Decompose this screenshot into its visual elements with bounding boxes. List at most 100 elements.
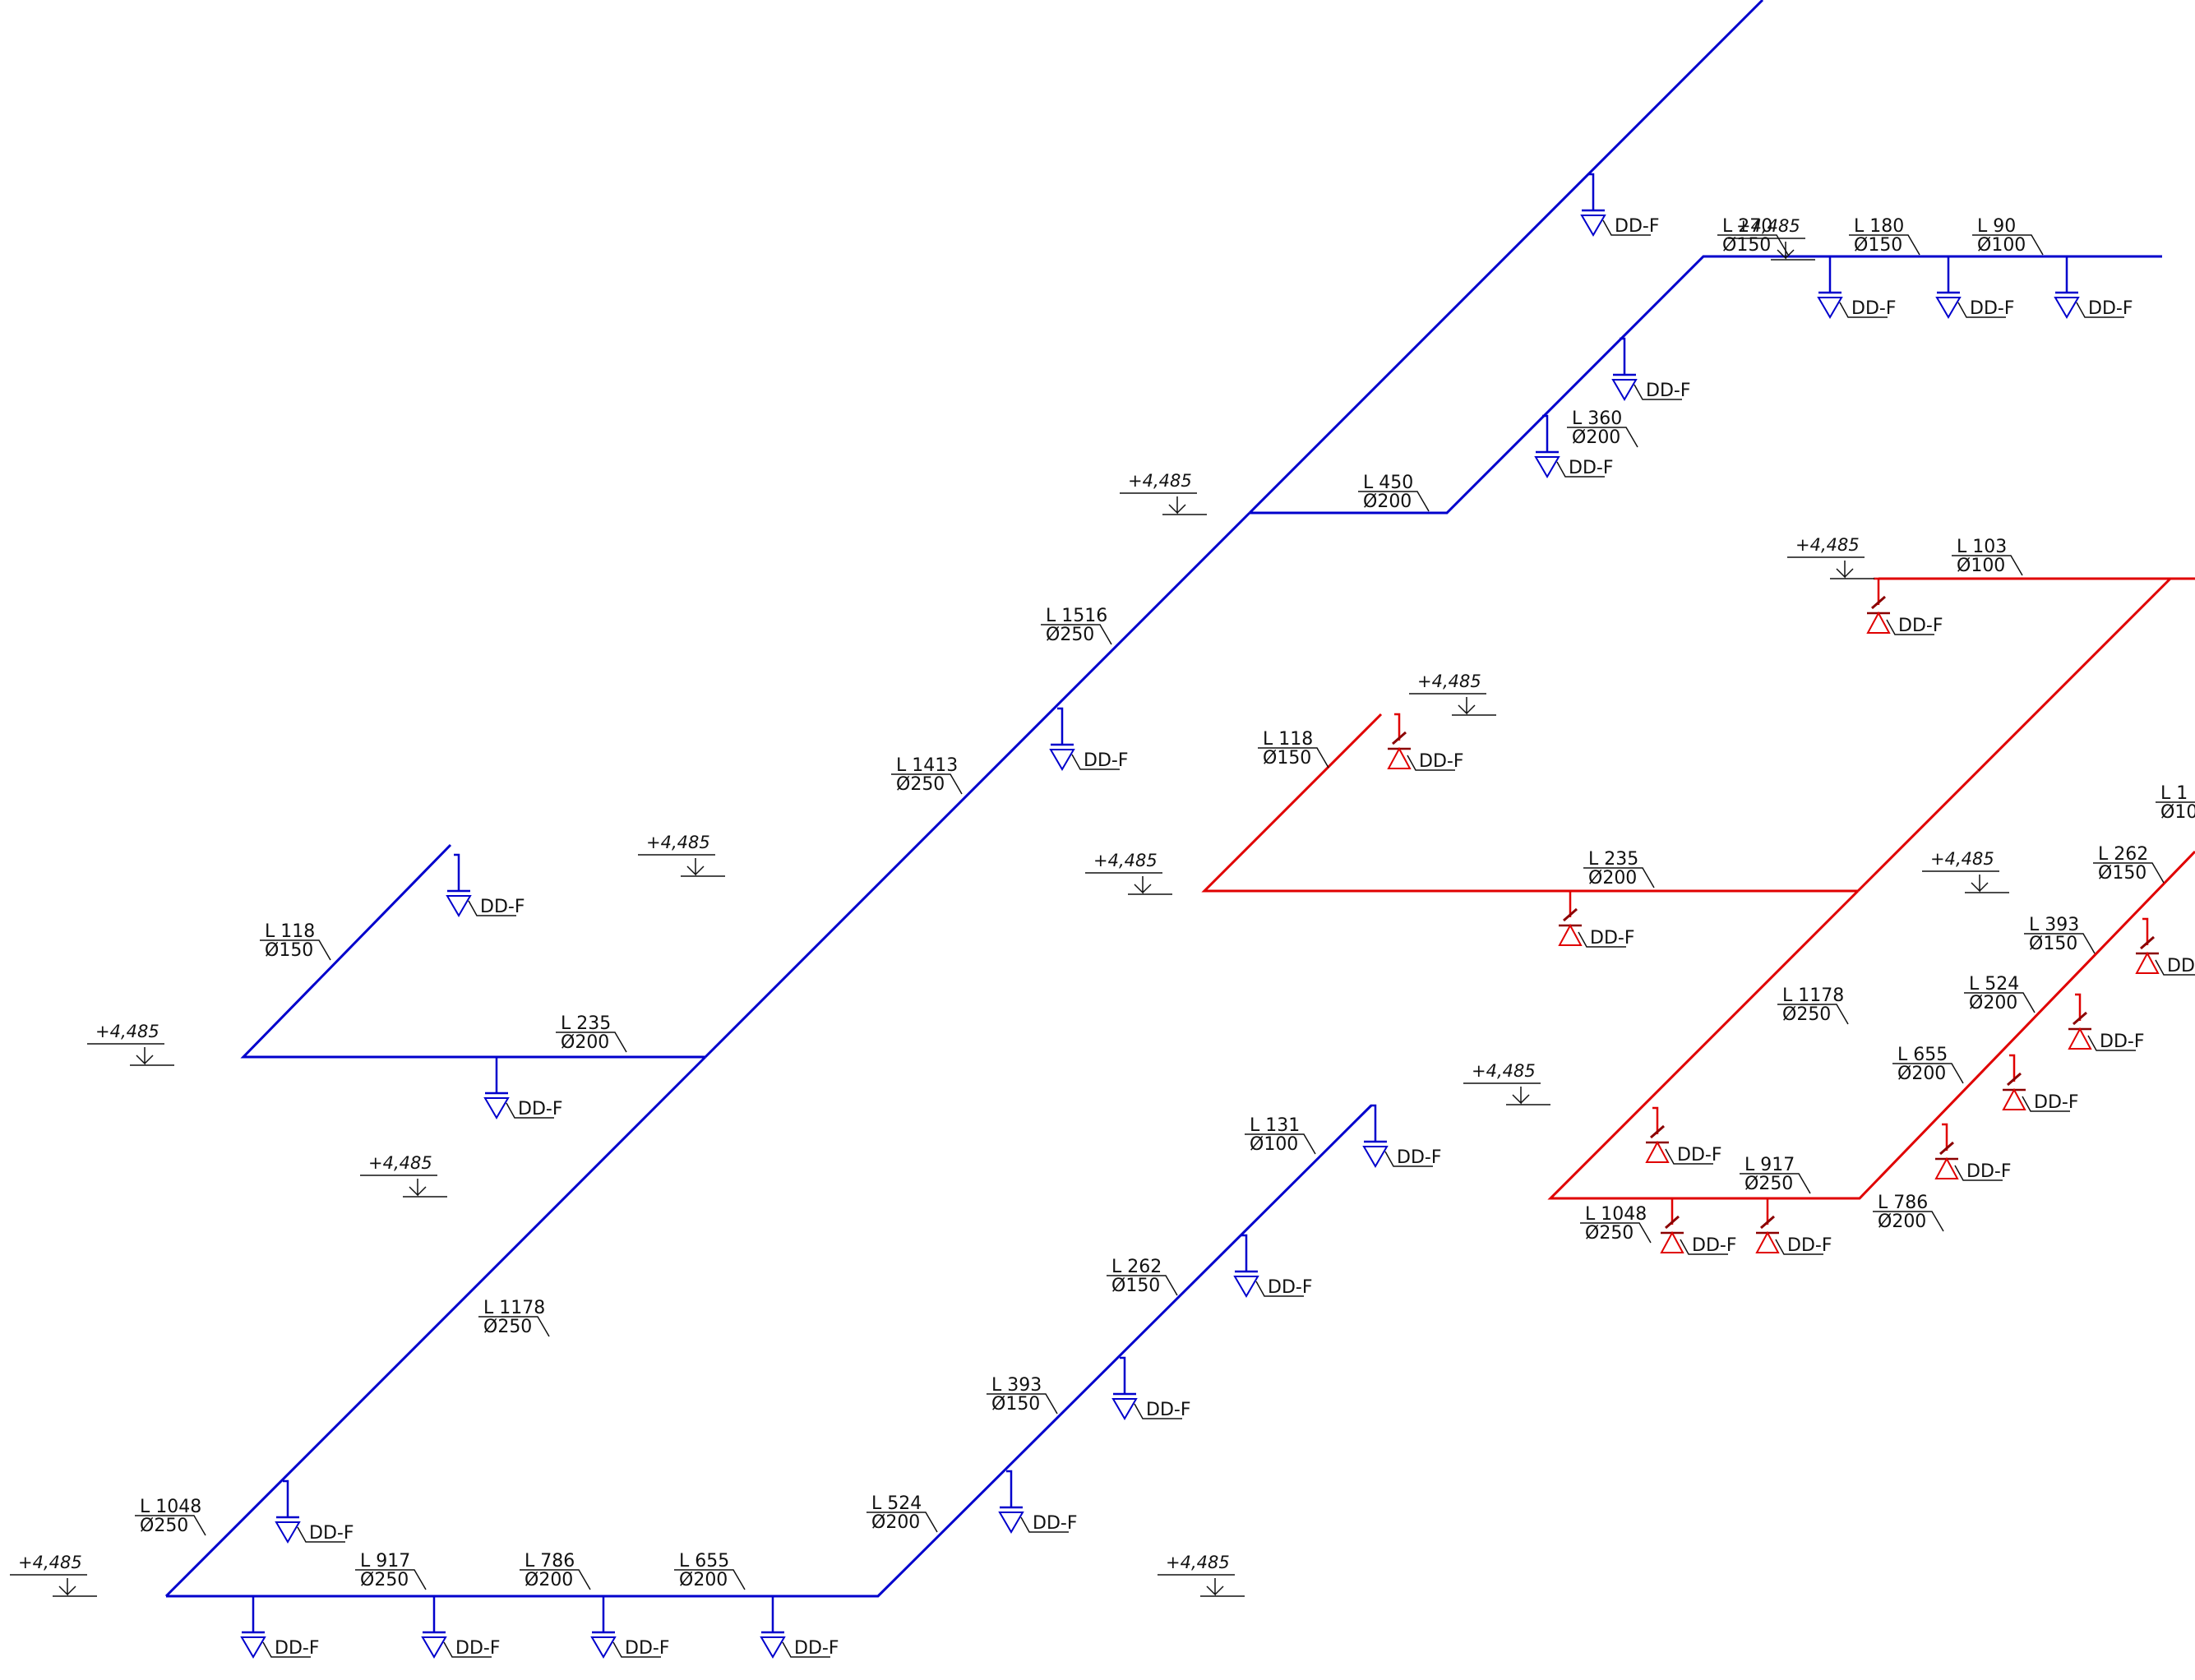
tag-leader <box>297 1526 345 1543</box>
tag-leader <box>1680 1239 1728 1255</box>
pipe-length: L 1413 <box>896 755 958 776</box>
tag-leader <box>612 1641 661 1658</box>
return-valve: DD-F <box>1866 577 1943 636</box>
pipe-diameter: Ø150 <box>265 940 313 961</box>
level-arrow <box>695 865 705 875</box>
pipe-length: L 786 <box>1878 1193 1928 1213</box>
riser-line <box>1057 707 1064 745</box>
level-arrow <box>1214 1585 1224 1595</box>
return-valve: DD-F <box>1645 1106 1721 1165</box>
label-leader <box>478 1316 550 1337</box>
terminal-tag: DD-F <box>1084 750 1128 771</box>
pipe-diameter: Ø150 <box>991 1394 1040 1415</box>
diffuser-triangle <box>1111 1398 1138 1420</box>
diffuser-triangle <box>1534 456 1560 478</box>
riser-line <box>1942 1123 1948 1151</box>
valve-triangle <box>1934 1156 1959 1179</box>
riser-line <box>1588 173 1595 210</box>
supply-diffuser: DD-F <box>1362 1104 1441 1168</box>
level-arrow <box>1512 1087 1522 1105</box>
supply-diffuser: DD-F <box>1935 255 2014 319</box>
level-arrow <box>67 1585 76 1595</box>
riser-line <box>1825 255 1832 293</box>
pipe-length: L 360 <box>1572 408 1622 429</box>
terminal-tag: DD-F <box>518 1099 562 1119</box>
pipe-length: L 393 <box>991 1375 1042 1396</box>
pipe-diameter: Ø250 <box>896 774 945 795</box>
diffuser-triangle <box>760 1636 786 1659</box>
tag-leader <box>1578 931 1626 948</box>
pipe-diameter: Ø250 <box>1046 625 1094 645</box>
level-value: +4,485 <box>1736 216 1800 236</box>
level-value: +4,485 <box>1417 672 1481 691</box>
supply-pipe-segment-5 <box>240 843 705 1059</box>
riser-line <box>1763 1197 1769 1225</box>
pipe-diameter: Ø250 <box>360 1570 409 1590</box>
tag-leader <box>782 1641 830 1658</box>
tag-leader <box>1957 302 2006 318</box>
tag-leader <box>1954 1165 2003 1181</box>
diffuser-triangle <box>275 1521 301 1544</box>
pipe-length: L 1178 <box>1782 985 1844 1006</box>
riser-line <box>1652 1106 1659 1134</box>
terminal-tag: DD-F <box>2034 1092 2078 1113</box>
riser-line <box>1120 1356 1126 1394</box>
terminal-tag: DD-F <box>455 1638 500 1659</box>
supply-pipe-segment-2 <box>704 511 1251 1059</box>
level-arrow <box>1466 704 1476 714</box>
valve-triangle <box>1387 746 1412 769</box>
riser-line <box>1006 1470 1013 1507</box>
level-arrow <box>1458 697 1467 715</box>
level-value: +4,485 <box>1166 1553 1230 1572</box>
supply-diffuser: DD-F <box>1049 707 1128 771</box>
tag-leader <box>1071 754 1120 770</box>
terminal-tag: DD-F <box>1419 751 1463 772</box>
supply-pipe-segment-1 <box>1248 0 1764 515</box>
level-mark: +4,485 <box>87 1022 174 1066</box>
pipe-length: L 655 <box>1897 1045 1948 1065</box>
pipe-length: L 262 <box>2098 844 2148 865</box>
pipe-diameter: Ø200 <box>1878 1212 1926 1232</box>
level-mark: +4,485 <box>1787 535 1874 579</box>
pipe-length: L 917 <box>1744 1155 1795 1175</box>
damper-mark <box>2140 935 2155 950</box>
terminal-tag: DD-F <box>2100 1032 2144 1052</box>
label-leader <box>556 1032 627 1053</box>
diffuser-triangle <box>590 1636 617 1659</box>
diffuser-triangle <box>421 1636 447 1659</box>
level-arrow <box>144 1055 154 1064</box>
level-value: +4,485 <box>1093 851 1158 870</box>
label-leader <box>520 1569 591 1590</box>
level-arrow <box>1979 882 1989 892</box>
riser-line <box>1943 255 1950 293</box>
label-leader <box>1740 1173 1811 1194</box>
pipe-diameter: Ø200 <box>1969 993 2017 1013</box>
return-pipe-segment-2 <box>1856 577 2172 893</box>
label-leader <box>2156 801 2195 803</box>
return-pipe-network <box>1201 577 2195 1200</box>
tag-leader <box>1134 1403 1182 1419</box>
riser-line <box>1874 577 1880 605</box>
valve-triangle <box>1558 923 1583 946</box>
riser-line <box>1620 337 1626 375</box>
terminal-tag: DD-F <box>1033 1513 1077 1534</box>
pipe-diameter: Ø150 <box>1854 235 1902 256</box>
label-leader <box>1892 1063 1964 1084</box>
level-mark: +4,485 <box>360 1153 447 1198</box>
level-value: +4,485 <box>368 1153 432 1173</box>
pipe-length: L 1 <box>2160 783 2188 804</box>
level-arrow <box>1168 496 1178 515</box>
pipe-diameter: Ø200 <box>561 1032 609 1053</box>
level-value: +4,485 <box>1128 471 1192 491</box>
riser-line <box>1394 713 1401 741</box>
label-leader <box>1567 427 1638 448</box>
